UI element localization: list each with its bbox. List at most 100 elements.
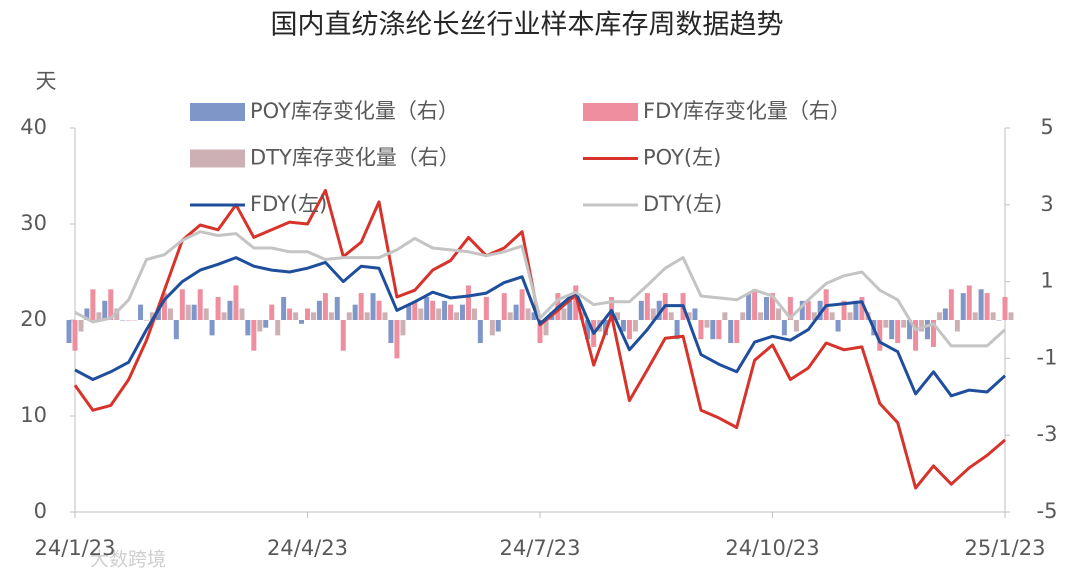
bar xyxy=(901,320,907,328)
bar xyxy=(191,304,197,320)
bar xyxy=(203,308,209,320)
bar xyxy=(430,300,436,320)
bar xyxy=(108,289,114,320)
bar xyxy=(674,320,680,340)
bar xyxy=(316,300,322,320)
x-tick-label: 24/4/23 xyxy=(267,536,348,560)
bar xyxy=(710,320,716,340)
y-tick-label: 40 xyxy=(20,115,47,139)
bar xyxy=(609,296,615,320)
bar xyxy=(227,300,233,320)
bar xyxy=(722,312,728,320)
bar xyxy=(543,320,549,336)
bar xyxy=(352,304,358,320)
bar xyxy=(531,312,537,320)
bar xyxy=(400,320,406,336)
bar xyxy=(334,296,340,320)
bar xyxy=(793,320,799,332)
y-tick-label: 10 xyxy=(20,403,47,427)
bar xyxy=(501,293,507,320)
bar xyxy=(847,312,853,320)
bar xyxy=(382,312,388,320)
bar xyxy=(161,293,167,320)
bar xyxy=(817,300,823,320)
bar xyxy=(972,312,978,320)
bar xyxy=(245,320,251,336)
bar xyxy=(668,312,674,320)
bar xyxy=(358,293,364,320)
bar xyxy=(96,312,102,320)
legend-swatch xyxy=(190,103,245,121)
y2-tick-label: 3 xyxy=(1040,192,1053,216)
x-tick-label: 24/1/23 xyxy=(35,536,116,560)
bar xyxy=(573,285,579,320)
bar xyxy=(805,300,811,320)
bar xyxy=(263,320,269,328)
bar xyxy=(913,320,919,351)
bar xyxy=(966,285,972,320)
bar xyxy=(209,320,215,336)
bar xyxy=(853,300,859,320)
bar xyxy=(990,312,996,320)
bar xyxy=(650,308,656,320)
bar xyxy=(90,289,96,320)
bar xyxy=(936,312,942,320)
bar xyxy=(233,285,239,320)
bar xyxy=(519,289,525,320)
bar xyxy=(537,320,543,344)
bar xyxy=(829,312,835,320)
bar xyxy=(305,308,310,320)
bar xyxy=(889,320,895,340)
bar xyxy=(221,312,227,320)
bar xyxy=(734,320,740,344)
bar xyxy=(120,320,126,321)
bar xyxy=(483,296,489,320)
bar xyxy=(877,320,883,351)
bar xyxy=(275,320,281,336)
y-axis-label: 天 xyxy=(36,69,57,93)
bar xyxy=(620,320,626,332)
bar xyxy=(406,304,412,320)
bar xyxy=(465,285,471,320)
bar xyxy=(513,304,519,320)
bar xyxy=(489,320,495,336)
y-tick-label: 30 xyxy=(20,211,47,235)
bar xyxy=(197,289,203,320)
bar xyxy=(507,312,513,320)
bar xyxy=(776,308,781,320)
y2-tick-label: -5 xyxy=(1037,499,1058,523)
bar xyxy=(167,308,173,320)
line xyxy=(74,256,1007,398)
bar xyxy=(835,320,841,332)
x-tick-label: 25/1/23 xyxy=(965,536,1046,560)
bar xyxy=(704,320,710,328)
bar xyxy=(185,304,191,320)
legend-label: POY库存变化量（右） xyxy=(250,99,459,123)
legend-label: FDY(左) xyxy=(250,192,327,216)
bar xyxy=(895,320,901,344)
bar xyxy=(954,320,960,332)
bar xyxy=(418,308,424,320)
bar xyxy=(1008,312,1014,320)
bar xyxy=(698,320,704,340)
bar xyxy=(686,312,692,320)
bar xyxy=(138,304,144,320)
bar xyxy=(883,320,889,328)
bar xyxy=(781,320,787,336)
bar xyxy=(84,308,90,320)
bar xyxy=(150,312,156,320)
bar xyxy=(179,289,185,320)
bar xyxy=(764,296,769,320)
bar xyxy=(448,304,454,320)
bar xyxy=(293,312,299,320)
bar xyxy=(114,308,120,320)
bar xyxy=(442,300,448,320)
bar xyxy=(215,296,221,320)
bar xyxy=(716,320,722,340)
bar xyxy=(799,300,805,320)
y-tick-label: 20 xyxy=(20,307,47,331)
bar xyxy=(269,304,275,320)
bar xyxy=(126,320,132,321)
bar xyxy=(471,308,477,320)
bar xyxy=(72,320,78,351)
